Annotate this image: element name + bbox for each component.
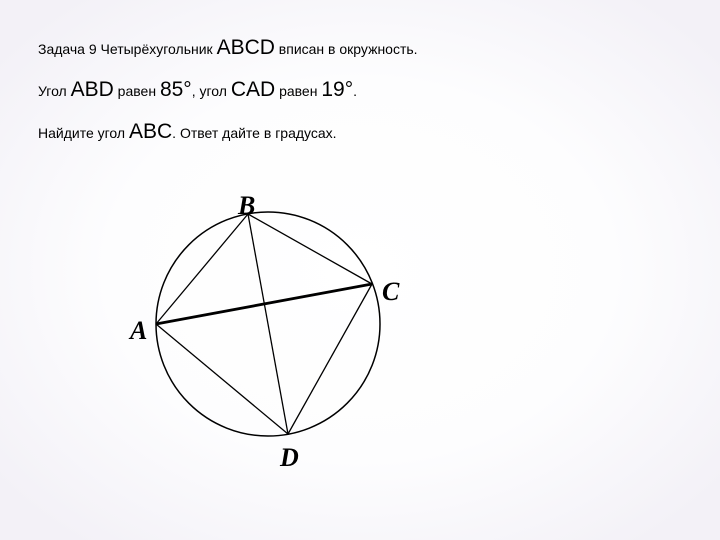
vertex-label-c: C bbox=[382, 277, 399, 307]
line2-c: равен bbox=[114, 83, 160, 99]
vertex-label-d: D bbox=[280, 443, 299, 473]
line2-h: 19° bbox=[321, 78, 353, 101]
line-2: Угол ABD равен 85°, угол CAD равен 19°. bbox=[38, 70, 682, 110]
line1-b: Четырёхугольник bbox=[101, 41, 217, 57]
line1-a: Задача 9 bbox=[38, 41, 101, 57]
line2-b: ABD bbox=[71, 78, 114, 101]
line2-f: CAD bbox=[231, 78, 275, 101]
line-3: Найдите угол ABC. Ответ дайте в градусах… bbox=[38, 112, 682, 152]
line1-d: вписан в окружность. bbox=[275, 41, 418, 57]
problem-text: Задача 9 Четырёхугольник ABCD вписан в о… bbox=[38, 28, 682, 152]
line2-a: Угол bbox=[38, 83, 71, 99]
line1-c: ABCD bbox=[217, 36, 275, 59]
vertex-label-a: A bbox=[130, 316, 147, 346]
vertex-label-b: B bbox=[238, 191, 255, 221]
line3-a: Найдите угол bbox=[38, 125, 129, 141]
line2-i: . bbox=[353, 83, 357, 99]
line-1: Задача 9 Четырёхугольник ABCD вписан в о… bbox=[38, 28, 682, 68]
line3-b: ABC bbox=[129, 120, 172, 143]
line2-e: , угол bbox=[192, 83, 231, 99]
line2-d: 85° bbox=[160, 78, 192, 101]
figure: A B C D bbox=[38, 154, 720, 534]
line2-g: равен bbox=[275, 83, 321, 99]
geometry-svg bbox=[118, 164, 438, 484]
line3-c: . Ответ дайте в градусах. bbox=[172, 125, 336, 141]
